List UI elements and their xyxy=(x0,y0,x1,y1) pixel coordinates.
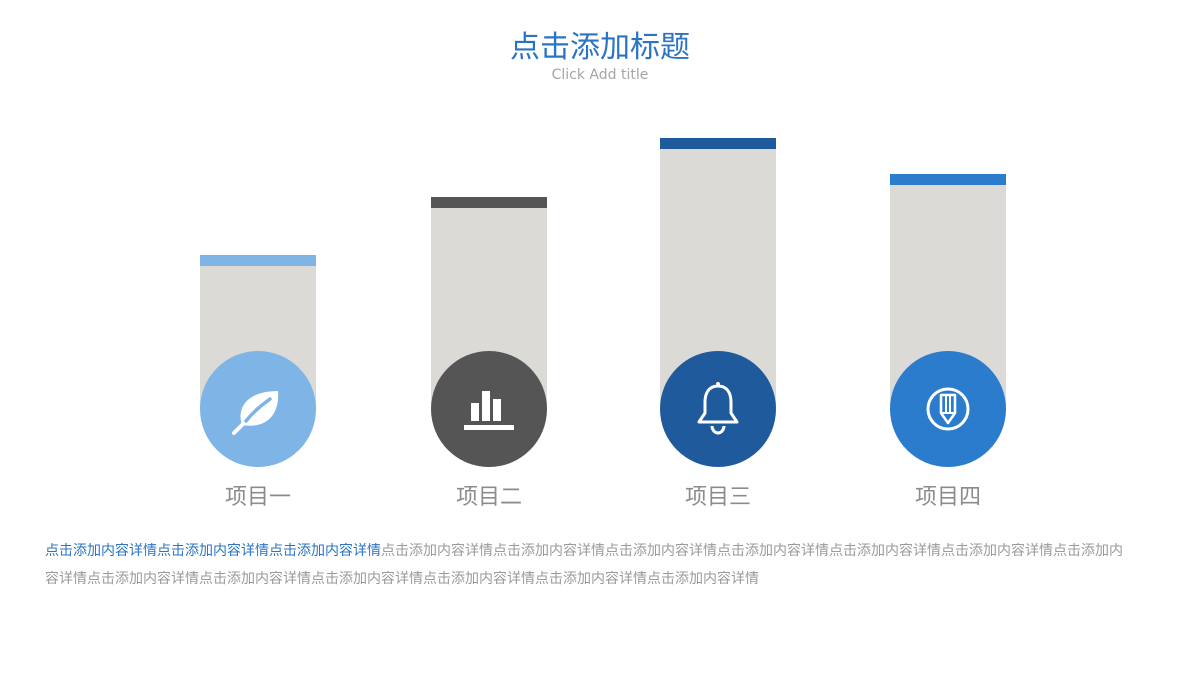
bar-chart-icon xyxy=(464,391,514,430)
item-label: 项目二 xyxy=(455,485,522,510)
diagram-item-3: 项目三 xyxy=(660,0,776,675)
item-bar-cap xyxy=(890,174,1006,185)
leaf-icon xyxy=(232,391,279,435)
item-bar-cap xyxy=(431,196,547,208)
diagram-item-4: 项目四 xyxy=(890,0,1006,675)
item-bar-cap xyxy=(660,138,776,150)
page-subtitle: Click Add title xyxy=(551,67,649,83)
description-text: 点击添加内容详情点击添加内容详情点击添加内容详情点击添加内容详情点击添加内容详情… xyxy=(45,537,1125,593)
bell-icon xyxy=(697,382,739,435)
diagram-item-2: 项目二 xyxy=(431,0,547,675)
diagram-item-1: 项目一 xyxy=(200,0,316,675)
item-label: 项目一 xyxy=(224,485,291,510)
item-icon-circle xyxy=(660,351,776,467)
description-body: 点击添加内容详情点击添加内容详情点击添加内容详情点击添加内容详情点击添加内容详情… xyxy=(45,543,1123,587)
item-bar-cap xyxy=(200,255,316,267)
item-icon-circle xyxy=(431,351,547,467)
item-icon-circle xyxy=(890,351,1006,467)
item-label: 项目三 xyxy=(684,485,751,510)
description-highlight: 点击添加内容详情点击添加内容详情点击添加内容详情 xyxy=(45,543,381,559)
pencil-icon xyxy=(926,387,970,431)
item-label: 项目四 xyxy=(914,485,981,510)
page-title: 点击添加标题 xyxy=(510,30,690,65)
item-icon-circle xyxy=(200,351,316,467)
